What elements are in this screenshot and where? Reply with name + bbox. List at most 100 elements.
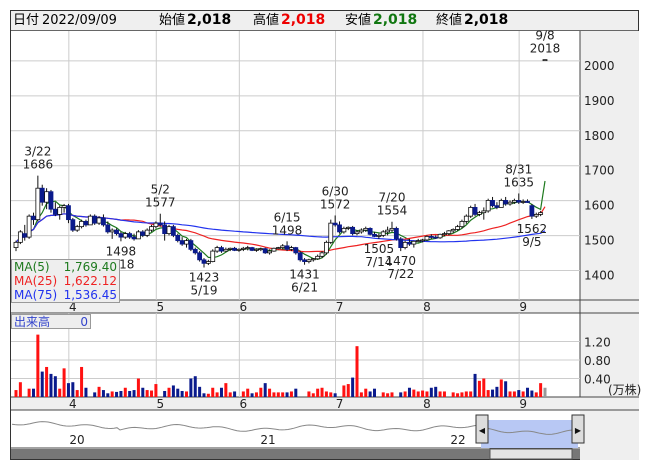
volume-bar xyxy=(254,392,258,397)
date-axis-row-2 xyxy=(11,397,639,410)
candle xyxy=(184,240,189,245)
volume-bar xyxy=(429,387,433,397)
volume-bar xyxy=(206,393,210,397)
volume-bar xyxy=(80,366,84,397)
candle xyxy=(79,220,84,228)
price-tick-label: 1600 xyxy=(584,199,615,213)
volume-bar xyxy=(477,380,481,397)
volume-bar xyxy=(93,392,97,397)
volume-bar xyxy=(14,390,18,397)
price-annotation: 5/2 xyxy=(151,183,170,197)
price-tick-label: 1500 xyxy=(584,234,615,248)
volume-bar xyxy=(329,392,333,397)
volume-bar xyxy=(504,381,508,397)
ma75-value: 1,536.45 xyxy=(63,288,117,302)
candle xyxy=(280,245,286,248)
candle xyxy=(284,245,290,250)
volume-bar xyxy=(320,387,324,397)
candle xyxy=(92,215,98,224)
volume-bar xyxy=(372,388,376,397)
candle xyxy=(472,207,478,215)
volume-bar xyxy=(539,383,543,397)
candle xyxy=(415,240,421,243)
volume-bar xyxy=(263,383,267,397)
candle xyxy=(324,241,329,254)
candle xyxy=(315,255,321,260)
navigator-handle[interactable] xyxy=(571,414,585,444)
volume-bar xyxy=(460,392,464,397)
candle xyxy=(380,231,386,236)
scrollbar-thumb[interactable] xyxy=(489,448,573,460)
month-tick-label: 8 xyxy=(423,300,431,314)
date-value: 2022/09/09 xyxy=(42,13,117,28)
candle xyxy=(376,234,382,237)
volume-bar xyxy=(342,385,346,397)
volume-bar xyxy=(233,391,237,397)
price-annotation: 7/20 xyxy=(379,191,406,205)
volume-bar xyxy=(176,388,180,397)
low-label: 安値 xyxy=(345,13,372,28)
volume-bar xyxy=(185,391,189,397)
candle xyxy=(310,258,316,261)
price-annotation: 9/8 xyxy=(535,29,554,43)
candle xyxy=(170,226,176,236)
price-tick-label: 1900 xyxy=(584,94,615,108)
open-label: 始値 xyxy=(159,13,186,28)
ma5-value: 1,769.40 xyxy=(63,260,117,274)
volume-bar xyxy=(499,379,503,397)
candle xyxy=(529,205,535,217)
navigator-handle[interactable] xyxy=(475,414,489,444)
month-tick-label: 7 xyxy=(336,397,344,411)
month-tick-label: 9 xyxy=(519,300,527,314)
candle xyxy=(450,229,456,232)
ma5-label: MA(5) xyxy=(14,260,50,274)
price-annotation: 1554 xyxy=(377,204,408,218)
candle xyxy=(463,215,469,222)
volume-bar xyxy=(75,390,79,397)
price-annotation: 1470 xyxy=(385,254,416,268)
volume-tick-label: 1.20 xyxy=(584,336,611,350)
candle xyxy=(407,241,412,245)
open-value: 2,018 xyxy=(187,12,232,28)
candle xyxy=(122,233,128,238)
navigator-year-label: 22 xyxy=(450,433,465,447)
candle xyxy=(214,247,220,252)
candle xyxy=(302,259,307,262)
volume-bar xyxy=(407,387,411,397)
candle xyxy=(437,233,443,239)
volume-bar xyxy=(425,391,429,397)
candle xyxy=(525,201,530,203)
volume-bar xyxy=(215,392,219,397)
price-tick-label: 1700 xyxy=(584,164,615,178)
month-tick-label: 7 xyxy=(336,300,344,314)
volume-bar xyxy=(224,383,228,397)
candle xyxy=(262,248,268,254)
volume-bar xyxy=(355,346,359,397)
candle xyxy=(192,248,198,254)
volume-bar xyxy=(482,378,486,397)
candle xyxy=(490,200,495,207)
candle xyxy=(337,224,342,233)
candle xyxy=(345,226,351,229)
volume-bar xyxy=(145,390,149,397)
date-axis-row xyxy=(11,300,639,313)
volume-bar xyxy=(412,389,416,397)
candle xyxy=(31,215,36,221)
volume-bar xyxy=(526,387,530,397)
price-annotation: 1431 xyxy=(289,268,320,282)
candle xyxy=(297,252,303,261)
month-tick-label: 5 xyxy=(156,300,164,314)
volume-bar xyxy=(294,388,298,397)
ohlc-header: 日付 2022/09/09 始値 2,018 高値 2,018 安値 2,018… xyxy=(11,11,638,31)
volume-bar xyxy=(141,387,145,397)
candle xyxy=(420,239,425,242)
candle xyxy=(166,226,172,235)
volume-bar xyxy=(307,391,311,397)
high-label: 高値 xyxy=(253,13,280,28)
candle xyxy=(162,224,168,235)
price-annotation: 8/31 xyxy=(505,162,532,176)
candle xyxy=(223,248,229,252)
volume-tick-label: 0.80 xyxy=(584,354,611,368)
volume-bar xyxy=(228,392,232,397)
